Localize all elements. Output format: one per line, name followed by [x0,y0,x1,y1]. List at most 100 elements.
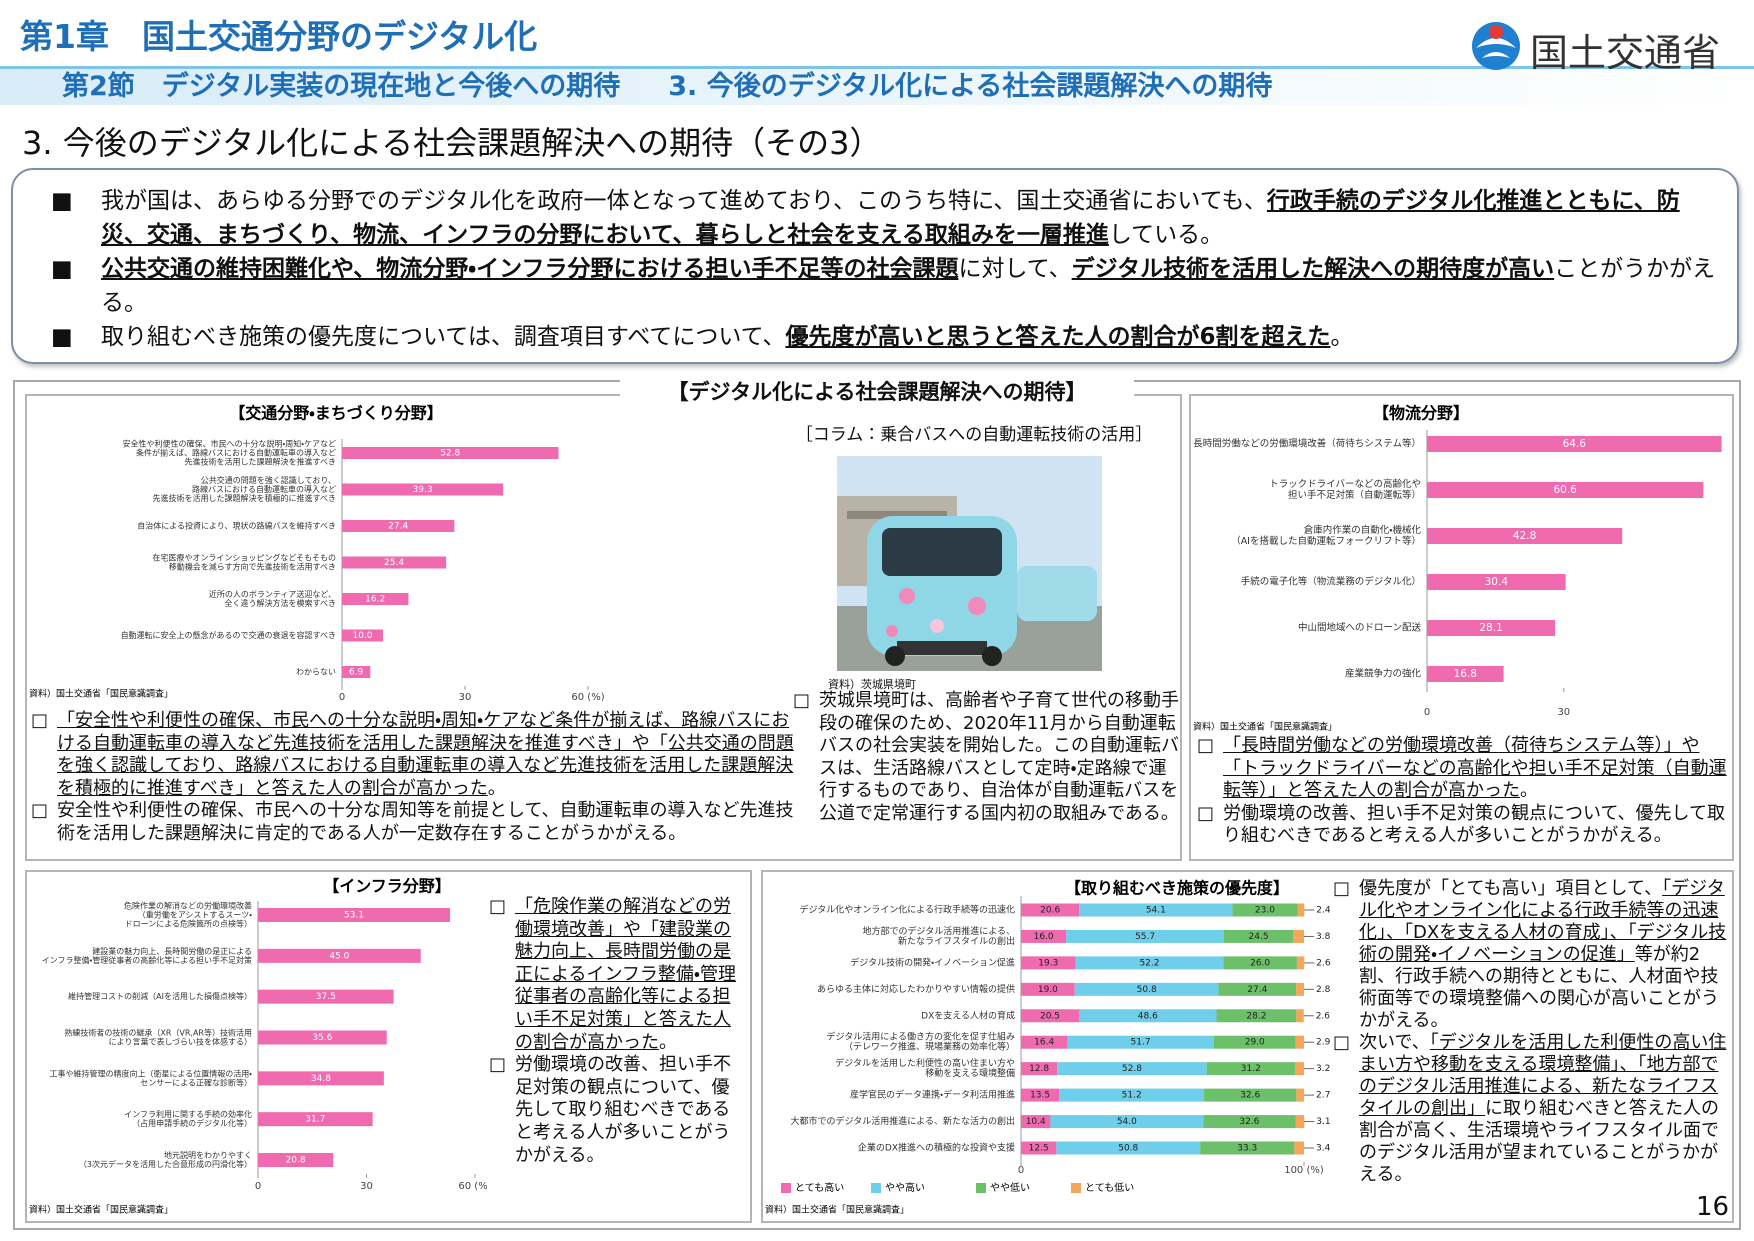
value-label: 2.4 [1316,906,1331,916]
value-label: 31.7 [305,1115,325,1125]
value-label: 52.8 [1122,1064,1142,1074]
legend-label: やや高い [885,1181,925,1194]
value-label: 32.6 [1240,1091,1260,1101]
category-label: センサーによる正確な診断等） [140,1077,252,1087]
category-label: 条件が揃えば、路線バスにおける自動運転車の導入など [136,448,336,458]
bar-segment [1075,956,1224,970]
value-label: 51.7 [1131,1038,1151,1048]
category-label: 先進技術を活用した課題解決を推進すべき [185,457,336,467]
legend-swatch [871,1183,881,1193]
bullet: 次いで、「デジタルを活用した利便性の高い住まい方や移動を支える環境整備」、「地方… [1333,1032,1731,1186]
photo-caption: 資料）茨城県境町 [828,678,916,691]
value-label: 20.8 [286,1156,306,1166]
bar-segment [1296,1009,1304,1023]
legend-swatch [781,1183,791,1193]
bar-segment [1050,1115,1204,1129]
logo-text: 国土交通省 [1530,31,1721,75]
emphasis-text: 「デジタルを活用した利便性の高い住まい方や移動を支える環境整備」、「地方部でのデ… [1359,1032,1727,1119]
legend-swatch [1071,1183,1081,1193]
bar [258,1112,373,1127]
chart-title: 【インフラ分野】 [323,877,451,896]
category-label: インフラ整備・管理従事者の高齢化等による担い手不足対策 [42,955,252,965]
emphasis-text: 「デジタル化やオンライン化による行政手続等の迅速化」、「DXを支える人材の育成」… [1359,878,1727,965]
category-label: 地元説明をわかりやすく [164,1150,252,1160]
bus-photo [837,456,1102,671]
value-label: 23.0 [1255,906,1275,916]
bar [342,483,504,496]
bar-segment [1021,1088,1060,1102]
category-label: 移動機会を減らす方向で先進技術を活用すべき [169,562,336,572]
bar [342,447,559,459]
bar [342,520,455,532]
category-label: 産学官民のデータ連携・データ利活用推進 [850,1089,1015,1101]
category-label: デジタルを活用した利便性の高い住まい方や [835,1057,1015,1069]
bar-segment [1216,1009,1297,1023]
column-title: ［コラム：乗合バスへの自動運転技術の活用］ [795,425,1153,445]
value-label: 12.5 [1029,1144,1049,1154]
legend-label: とても高い [795,1181,844,1194]
category-label: DXを支える人材の育成 [921,1009,1015,1021]
page-title: 3. 今後のデジタル化による社会課題解決への期待（その3） [22,124,882,162]
text: 等が約2割、行政手続への期待とともに、人材面や技術面等での環境整備への関心が高い… [1359,944,1719,1031]
infra-notes: 「危険作業の解消などの労働環境改善」や「建設業の魅力向上、長時間労働の是正による… [489,896,747,1167]
text: している。 [1108,222,1224,248]
chart-title: 【取り組むべき施策の優先度】 [1065,879,1289,898]
x-tick-label: 0 [1424,707,1430,718]
logo: 国土交通省 [1468,18,1748,75]
text: 茨城県境町は、高齢者や子育て世代の移動手段の確保のため、2020年11月から自動… [819,690,1179,824]
bar-segment [1021,982,1075,996]
chart-title: 【物流分野】 [1373,404,1469,423]
value-label: 26.0 [1250,958,1270,968]
value-label: 16.4 [1034,1038,1054,1048]
value-label: 3.4 [1316,1144,1331,1154]
bullet: 「長時間労働などの労働環境改善（荷待ちシステム等）」や「トラックドライバーなどの… [1197,735,1732,803]
value-label: 37.5 [316,992,336,1002]
value-label: 30.4 [1485,576,1509,588]
value-label: 25.4 [384,558,404,568]
text: 次いで、 [1359,1032,1430,1053]
emphasis-text: 行政手続のデジタル化推進とともに、防災、交通、まちづくり、物流、インフラの分野に… [101,188,1680,248]
bar-segment [1296,982,1304,996]
value-label: 54.0 [1117,1117,1137,1127]
bar-segment [1021,956,1076,970]
value-label: 19.0 [1038,985,1058,995]
x-tick-label: 60 (%) [571,692,604,703]
transport-notes: 「安全性や利便性の確保、市民への十分な説明・周知・ケアなど条件が揃えば、路線バス… [31,710,801,846]
category-label: （テレワーク推進、現場業務の効率化等） [844,1041,1015,1053]
category-label: 自治体による投資により、現状の路線バスを維持すべき [137,521,336,531]
bar [342,666,371,678]
value-label: 50.8 [1137,985,1157,995]
value-label: 54.1 [1146,906,1166,916]
bar [342,556,447,569]
value-label: 34.8 [311,1074,331,1084]
category-label: 近所の人のボランティア送迎など、 [209,589,336,599]
legend-label: とても低い [1085,1182,1134,1194]
value-label: 27.4 [388,522,408,532]
bar-segment [1067,1035,1214,1049]
bar-segment [1294,1062,1304,1076]
legend-label: やや低い [990,1182,1030,1194]
value-label: 12.8 [1029,1064,1049,1074]
bullet: 「危険作業の解消などの労働環境改善」や「建設業の魅力向上、長時間労働の是正による… [489,896,747,1054]
category-label: 移動を支える環境整備 [925,1067,1015,1079]
value-label: 48.6 [1138,1011,1158,1021]
value-label: 29.0 [1245,1038,1265,1048]
subsection-title: 3. 今後のデジタル化による社会課題解決への期待 [668,71,1273,102]
bar-segment [1056,1141,1201,1155]
bullet: 労働環境の改善、担い手不足対策の観点について、優先して取り組むべきであると考える… [1197,803,1732,848]
category-label: 全く違う解決方法を模索すべき [225,598,336,608]
bar-segment [1079,1009,1217,1023]
bar [1427,436,1722,452]
category-label: 手続の電子化等（物流業務のデジタル化） [1241,576,1421,588]
emphasis-text: 「長時間労働などの労働環境改善（荷待ちシステム等）」や「トラックドライバーなどの… [1223,735,1727,802]
value-label: 64.6 [1563,438,1587,450]
bar-segment [1297,903,1305,917]
chart: 【取り組むべき施策の優先度】資料）国土交通省「国民意識調査」 0 100 (%) デジ… [765,879,1331,1216]
x-tick-label: 100 (%) [1284,1165,1324,1176]
section-title: 第2節 デジタル実装の現在地と今後への期待 [62,71,621,102]
x-tick-label: 30 [1557,707,1570,718]
text: ことがうかがえる。 [101,256,1716,316]
bar-segment [1204,1088,1297,1102]
bullet: 「安全性や利便性の確保、市民への十分な説明・周知・ケアなど条件が揃えば、路線バス… [31,710,801,800]
